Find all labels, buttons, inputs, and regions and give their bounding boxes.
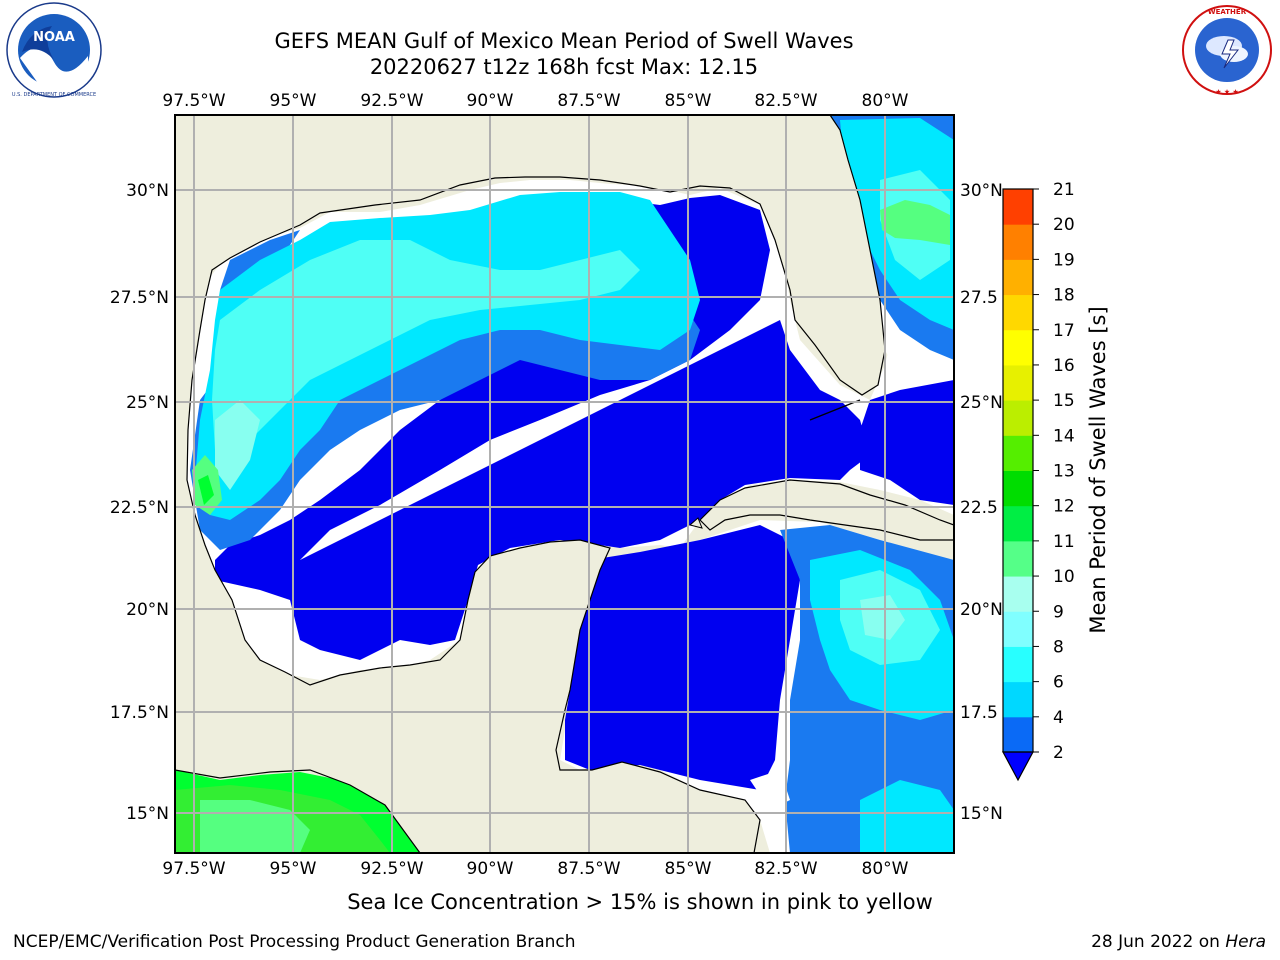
colorbar-tick-label: 15: [1053, 391, 1075, 411]
lat-label: 15°N: [126, 804, 169, 824]
map-subtitle: 20220627 t12z 168h fcst Max: 12.15: [369, 55, 759, 79]
sea-ice-caption: Sea Ice Concentration > 15% is shown in …: [0, 890, 1280, 914]
footer-date-text: 28 Jun 2022 on: [1091, 932, 1226, 952]
colorbar-tick-label: 9: [1053, 602, 1064, 622]
colorbar-segment: [1003, 505, 1033, 542]
lat-label: 27.5: [960, 288, 998, 308]
lon-label: 87.5°W: [557, 91, 620, 111]
lat-label: 30°N: [960, 181, 1003, 201]
lat-label: 22.5°N: [110, 498, 169, 518]
lat-label: 22.5: [960, 498, 998, 518]
colorbar-segment: [1003, 716, 1033, 753]
lat-label: 25°N: [126, 393, 169, 413]
colorbar-tick-label: 13: [1053, 462, 1075, 482]
colorbar-tick-label: 2: [1053, 743, 1064, 763]
lon-label: 90°W: [467, 91, 514, 111]
lat-labels-left: 30°N 27.5°N 25°N 22.5°N 20°N 17.5°N 15°N: [110, 181, 169, 824]
colorbar-segment: [1003, 329, 1033, 366]
colorbar: 2 4 6 8 9 10 11 12 13 14 15 16 17 18 19 20 21 Mean Perio…: [1001, 180, 1110, 782]
lat-label: 17.5°N: [110, 703, 169, 723]
colorbar-tick-label: 11: [1053, 532, 1075, 552]
map-area: [175, 115, 954, 853]
lon-label: 85°W: [665, 91, 712, 111]
colorbar-ticks: 2 4 6 8 9 10 11 12 13 14 15 16 17 18 19 20 21: [1033, 180, 1075, 763]
colorbar-segments: [1003, 189, 1033, 753]
lat-label: 20°N: [960, 600, 1003, 620]
noaa-logo-text: NOAA: [33, 30, 75, 45]
lon-label: 92.5°W: [360, 859, 423, 879]
colorbar-segment: [1003, 294, 1033, 331]
lon-label: 82.5°W: [754, 859, 817, 879]
footer-org: NCEP/EMC/Verification Post Processing Pr…: [13, 932, 576, 952]
lon-label: 90°W: [467, 859, 514, 879]
colorbar-tick-label: 12: [1053, 497, 1075, 517]
colorbar-tick-label: 10: [1053, 567, 1075, 587]
colorbar-tick-label: 14: [1053, 426, 1075, 446]
noaa-logo: NOAA U.S. DEPARTMENT OF COMMERCE: [6, 2, 102, 98]
colorbar-segment: [1003, 189, 1033, 225]
colorbar-segment: [1003, 435, 1033, 471]
lat-labels-right: 30°N 27.5 25°N 22.5 20°N 17.5 15°N: [960, 181, 1003, 824]
colorbar-tick-label: 21: [1053, 180, 1075, 200]
lat-label: 17.5: [960, 703, 998, 723]
lon-label: 80°W: [862, 859, 909, 879]
colorbar-tick-label: 16: [1053, 356, 1075, 376]
map-frame: [174, 114, 955, 854]
lon-label: 80°W: [862, 91, 909, 111]
colorbar-segment: [1003, 364, 1033, 401]
svg-text:U.S. DEPARTMENT OF COMMERCE: U.S. DEPARTMENT OF COMMERCE: [12, 92, 96, 98]
colorbar-segment: [1003, 611, 1033, 647]
colorbar-tick-label: 20: [1053, 215, 1075, 235]
nws-logo: WEATHER ★ ★ ★: [1182, 5, 1272, 96]
lat-label: 15°N: [960, 804, 1003, 824]
colorbar-tick-label: 6: [1053, 673, 1064, 693]
lon-label: 95°W: [270, 859, 317, 879]
sea-ice-caption-text: Sea Ice Concentration > 15% is shown in …: [347, 890, 933, 914]
map-title: GEFS MEAN Gulf of Mexico Mean Period of …: [274, 29, 854, 53]
lon-label: 95°W: [270, 91, 317, 111]
colorbar-segment: [1003, 470, 1033, 507]
footer-host: Hera: [1225, 932, 1266, 952]
lon-label: 82.5°W: [754, 91, 817, 111]
colorbar-segment: [1003, 646, 1033, 683]
lon-label: 97.5°W: [162, 91, 225, 111]
lon-label: 97.5°W: [162, 859, 225, 879]
colorbar-segment: [1003, 681, 1033, 718]
lon-label: 85°W: [665, 859, 712, 879]
colorbar-tick-label: 8: [1053, 637, 1064, 657]
lat-label: 27.5°N: [110, 288, 169, 308]
svg-text:★ ★ ★: ★ ★ ★: [1215, 88, 1238, 96]
lon-label: 92.5°W: [360, 91, 423, 111]
map-gridlines: [175, 115, 954, 853]
lat-label: 30°N: [126, 181, 169, 201]
colorbar-segment: [1003, 540, 1033, 577]
colorbar-label: Mean Period of Swell Waves [s]: [1086, 306, 1110, 633]
colorbar-segment: [1003, 259, 1033, 296]
lon-label: 87.5°W: [557, 859, 620, 879]
lon-labels-bottom: 97.5°W 95°W 92.5°W 90°W 87.5°W 85°W 82.5…: [162, 859, 908, 879]
lon-labels-top: 97.5°W 95°W 92.5°W 90°W 87.5°W 85°W 82.5…: [162, 91, 908, 111]
colorbar-segment: [1003, 224, 1033, 260]
colorbar-under-arrow: [1001, 751, 1035, 782]
svg-text:WEATHER: WEATHER: [1208, 8, 1247, 16]
colorbar-segment: [1003, 400, 1033, 436]
footer-date: 28 Jun 2022 on Hera: [1091, 932, 1266, 952]
colorbar-tick-label: 19: [1053, 250, 1075, 270]
colorbar-tick-label: 4: [1053, 708, 1064, 728]
lat-label: 20°N: [126, 600, 169, 620]
colorbar-tick-label: 18: [1053, 286, 1075, 306]
colorbar-segment: [1003, 576, 1033, 612]
colorbar-tick-label: 17: [1053, 321, 1075, 341]
lat-label: 25°N: [960, 393, 1003, 413]
